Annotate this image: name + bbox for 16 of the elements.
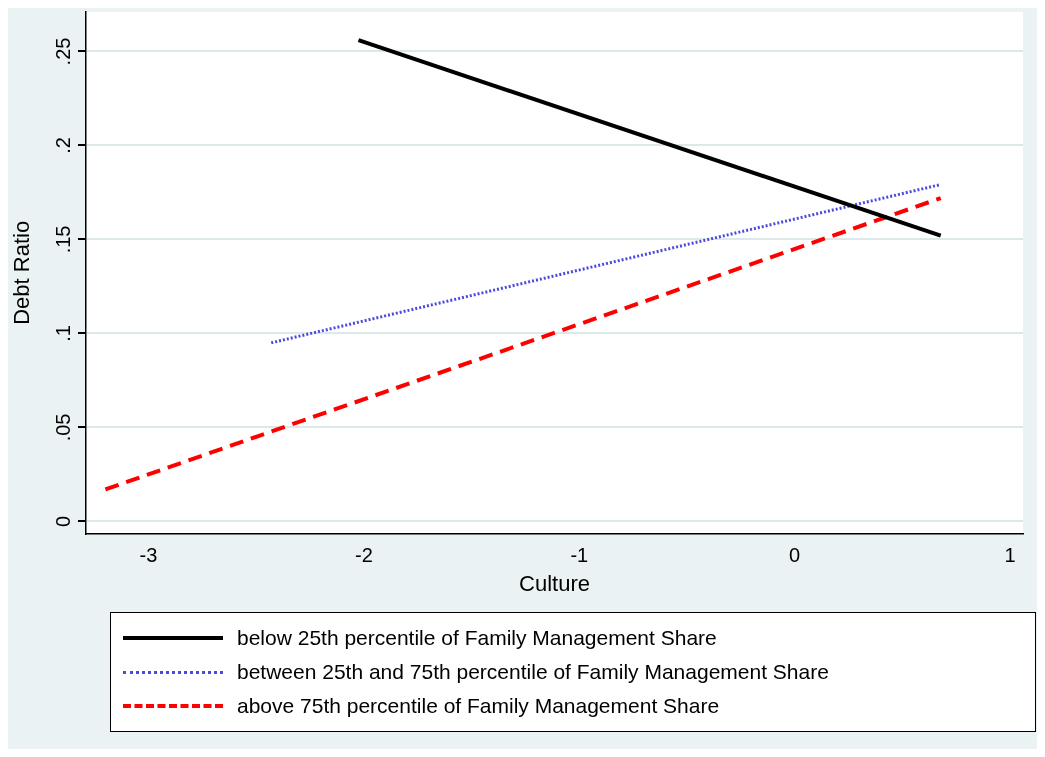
y-axis-title: Debt Ratio (9, 220, 35, 325)
y-tick-label: 0 (51, 515, 74, 527)
y-tick-label: .15 (51, 225, 74, 254)
y-tick-label: .1 (51, 325, 74, 342)
y-tick-label: .05 (51, 413, 74, 442)
x-tick-label: -2 (354, 544, 373, 567)
x-tick-label: -3 (139, 544, 158, 567)
x-tick-label: 1 (1004, 544, 1016, 567)
legend-label: above 75th percentile of Family Management Share (237, 694, 720, 718)
legend-label: between 25th and 75th percentile of Family Management Share (237, 660, 829, 684)
y-tick-label: .25 (51, 37, 74, 66)
x-tick-label: -1 (570, 544, 589, 567)
legend-label: below 25th percentile of Family Management Share (237, 626, 717, 650)
x-tick-label: 0 (789, 544, 801, 567)
x-axis-title: Culture (519, 570, 590, 596)
y-tick-label: .2 (51, 137, 74, 154)
